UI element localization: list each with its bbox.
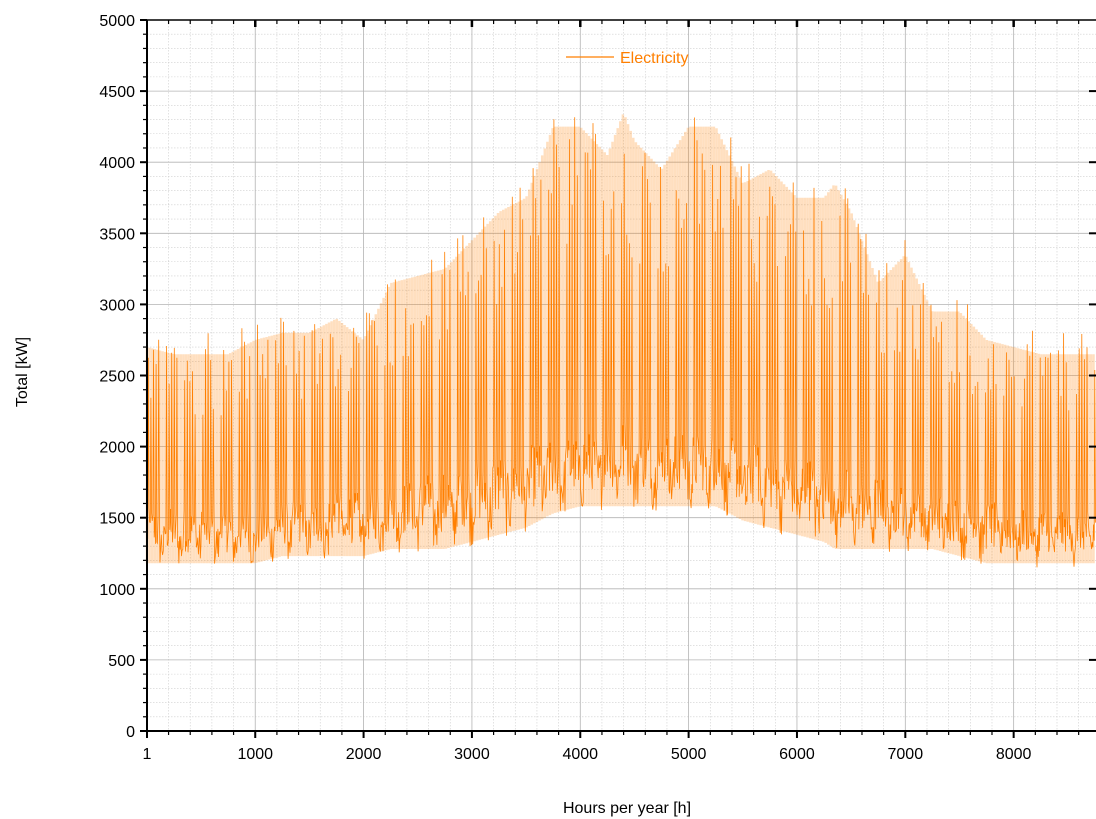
axes [140,19,1096,738]
y-tick-label: 1500 [99,511,135,528]
y-tick-label: 1000 [99,582,135,599]
y-tick-labels: 0 500 1000 1500 2000 2500 3000 3500 4000 4500 5000 [99,13,135,741]
y-tick-label: 0 [126,724,135,741]
x-tick-label: 2000 [346,746,382,763]
x-tick-label: 4000 [562,746,598,763]
y-tick-label: 5000 [99,13,135,30]
y-tick-label: 4000 [99,155,135,172]
x-tick-labels: 1 1000 2000 3000 4000 5000 6000 7000 8000 [143,746,1032,763]
y-tick-label: 3000 [99,297,135,314]
series-electricity-line [146,117,1096,568]
legend-label: Electricity [620,50,688,67]
x-tick-label: 8000 [996,746,1032,763]
series-electricity [145,114,1096,568]
x-tick-label: 1000 [237,746,273,763]
x-tick-label: 6000 [779,746,815,763]
legend: Electricity [566,50,688,67]
y-tick-label: 2500 [99,369,135,386]
y-axis-label: Total [kW] [14,337,31,407]
y-tick-label: 2000 [99,440,135,457]
x-tick-label: 7000 [888,746,924,763]
x-tick-label: 1 [143,746,152,763]
x-tick-label: 5000 [671,746,707,763]
x-axis-label: Hours per year [h] [563,800,691,817]
y-tick-label: 4500 [99,84,135,101]
y-tick-label: 500 [108,653,135,670]
x-tick-label: 3000 [454,746,490,763]
y-tick-label: 3500 [99,226,135,243]
